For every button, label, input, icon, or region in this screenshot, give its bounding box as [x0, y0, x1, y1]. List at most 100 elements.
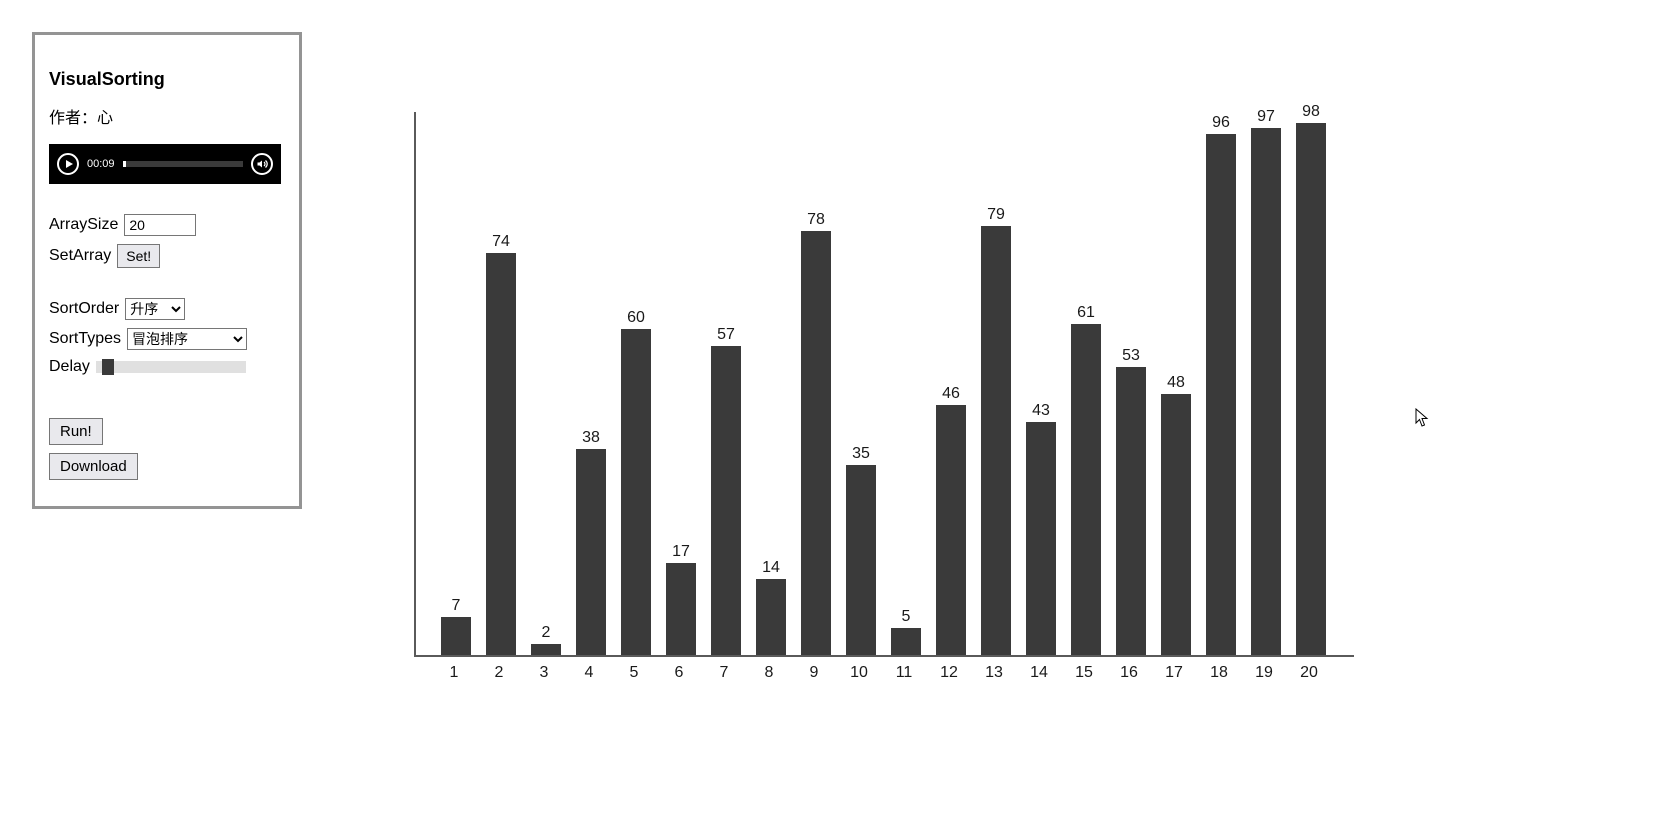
audio-player: 00:09 [49, 144, 281, 184]
delay-row: Delay [49, 358, 285, 376]
bar: 74 [486, 233, 516, 655]
x-index: 12 [940, 664, 958, 682]
download-button[interactable]: Download [49, 453, 138, 480]
bar: 78 [801, 211, 831, 655]
bar: 53 [1116, 347, 1146, 655]
bar-rect [1071, 324, 1101, 655]
bar-value: 35 [852, 445, 870, 463]
bar: 46 [936, 385, 966, 655]
mouse-cursor-icon [1415, 408, 1429, 428]
array-size-input[interactable] [124, 214, 196, 236]
bar-value: 61 [1077, 304, 1095, 322]
x-index: 20 [1300, 664, 1318, 682]
bar: 5 [891, 608, 921, 655]
bar-value: 79 [987, 206, 1005, 224]
set-array-label: SetArray [49, 247, 111, 265]
bar: 97 [1251, 108, 1281, 655]
x-index: 2 [495, 664, 504, 682]
bar-rect [1296, 123, 1326, 655]
bar-value: 96 [1212, 114, 1230, 132]
x-index: 4 [585, 664, 594, 682]
bar-value: 60 [627, 309, 645, 327]
audio-time: 00:09 [87, 158, 115, 170]
x-index: 11 [896, 664, 913, 682]
bar-value: 17 [672, 543, 690, 561]
bar-rect [576, 449, 606, 655]
x-index: 19 [1255, 664, 1273, 682]
bar: 2 [531, 624, 561, 655]
bar-rect [1116, 367, 1146, 655]
sorting-chart: 7742386017571478355467943615348969798 12… [414, 112, 1354, 687]
bar-value: 38 [582, 429, 600, 447]
control-panel: VisualSorting 作者：心 00:09 ArraySize SetAr… [32, 32, 302, 509]
bar-value: 57 [717, 326, 735, 344]
bar: 17 [666, 543, 696, 655]
bar-rect [1206, 134, 1236, 655]
bar-value: 48 [1167, 374, 1185, 392]
sort-types-label: SortTypes [49, 330, 121, 348]
x-index: 8 [765, 664, 774, 682]
audio-progress-track[interactable] [123, 161, 243, 167]
x-index: 13 [985, 664, 1003, 682]
bar: 35 [846, 445, 876, 655]
bar-rect [801, 231, 831, 655]
bar-value: 98 [1302, 103, 1320, 121]
x-index: 9 [810, 664, 819, 682]
bar-rect [846, 465, 876, 655]
bar-value: 53 [1122, 347, 1140, 365]
bar-value: 74 [492, 233, 510, 251]
x-index: 6 [675, 664, 684, 682]
app-title: VisualSorting [49, 69, 285, 90]
bar-rect [756, 579, 786, 655]
bar-rect [666, 563, 696, 655]
set-button[interactable]: Set! [117, 244, 160, 268]
bar-value: 14 [762, 559, 780, 577]
sort-order-select[interactable]: 升序 [125, 298, 185, 320]
bar: 7 [441, 597, 471, 655]
bar: 38 [576, 429, 606, 655]
bar-rect [711, 346, 741, 656]
x-index: 10 [850, 664, 868, 682]
chart-plot-area: 7742386017571478355467943615348969798 [414, 112, 1354, 657]
bar: 43 [1026, 402, 1056, 655]
bar-value: 43 [1032, 402, 1050, 420]
bar-rect [981, 226, 1011, 655]
x-index: 7 [720, 664, 729, 682]
bar-rect [1251, 128, 1281, 655]
bar: 57 [711, 326, 741, 656]
bar-rect [1161, 394, 1191, 655]
bar-value: 5 [902, 608, 911, 626]
bar: 60 [621, 309, 651, 655]
bar-rect [621, 329, 651, 655]
sort-order-label: SortOrder [49, 300, 119, 318]
x-index: 3 [540, 664, 549, 682]
sort-order-row: SortOrder 升序 [49, 298, 285, 320]
volume-icon[interactable] [251, 153, 273, 175]
bar-rect [531, 644, 561, 655]
sort-types-select[interactable]: 冒泡排序 [127, 328, 247, 350]
bar-rect [441, 617, 471, 655]
x-index: 18 [1210, 664, 1228, 682]
play-icon[interactable] [57, 153, 79, 175]
x-index: 5 [630, 664, 639, 682]
bar: 61 [1071, 304, 1101, 655]
bar: 96 [1206, 114, 1236, 655]
array-size-label: ArraySize [49, 216, 118, 234]
delay-label: Delay [49, 358, 90, 376]
bar-value: 97 [1257, 108, 1275, 126]
bar-value: 7 [452, 597, 461, 615]
bar-rect [1026, 422, 1056, 655]
audio-progress-fill [123, 161, 127, 167]
delay-thumb[interactable] [102, 359, 114, 375]
delay-slider[interactable] [96, 361, 246, 373]
array-size-row: ArraySize [49, 214, 285, 236]
sort-types-row: SortTypes 冒泡排序 [49, 328, 285, 350]
bar-value: 2 [542, 624, 551, 642]
set-array-row: SetArray Set! [49, 244, 285, 268]
x-index: 1 [450, 664, 459, 682]
run-button[interactable]: Run! [49, 418, 103, 445]
bar: 48 [1161, 374, 1191, 655]
x-index: 17 [1165, 664, 1183, 682]
bar-value: 78 [807, 211, 825, 229]
bar-value: 46 [942, 385, 960, 403]
